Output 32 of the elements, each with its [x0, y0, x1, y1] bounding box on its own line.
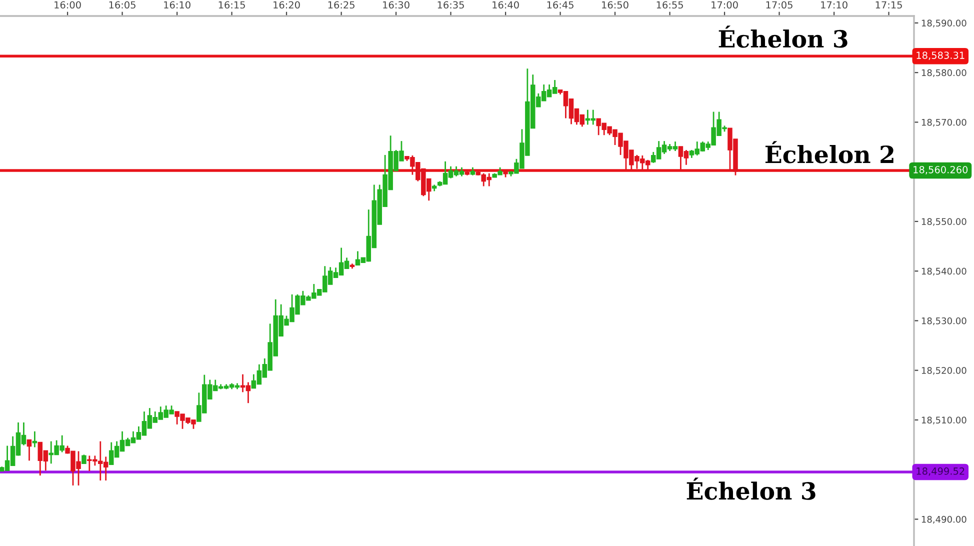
candlestick [26, 439, 32, 462]
x-tick-label: 16:15 [218, 1, 245, 9]
x-tick-label: 16:20 [274, 1, 300, 9]
x-tick-label: 16:30 [383, 1, 410, 9]
y-tick-label: 18,530.00 [922, 317, 966, 326]
x-tick-label: 16:40 [492, 1, 519, 9]
y-tick-label: 18,510.00 [922, 416, 966, 424]
ref-line-label: 18,560.260 [914, 166, 968, 174]
x-tick-label: 17:10 [821, 1, 848, 9]
x-tick-label: 16:00 [54, 1, 81, 9]
x-tick-label: 17:05 [766, 1, 792, 9]
annotation: Échelon 3 [718, 26, 848, 48]
x-tick-label: 17:00 [712, 1, 738, 9]
ref-line-label: 18,583.31 [916, 52, 964, 60]
x-tick-label: 16:45 [547, 1, 574, 9]
x-tick-label: 16:35 [438, 1, 464, 9]
ref-line-label: 18,499.52 [916, 467, 964, 476]
y-tick-label: 18,580.00 [922, 69, 966, 78]
y-tick-label: 18,550.00 [922, 218, 966, 226]
y-tick-label: 18,540.00 [922, 268, 966, 276]
x-tick-label: 16:05 [109, 1, 136, 9]
x-tick-label: 16:55 [656, 1, 683, 9]
x-tick-label: 16:50 [602, 1, 628, 9]
x-tick-label: 16:25 [328, 1, 354, 9]
y-tick-label: 18,490.00 [922, 516, 966, 524]
y-tick-label: 18,590.00 [922, 20, 966, 28]
annotation: Échelon 3 [686, 478, 816, 500]
y-tick-label: 18,570.00 [922, 118, 966, 127]
x-tick-label: 17:15 [876, 1, 902, 9]
annotation: Échelon 2 [765, 141, 894, 164]
x-tick-label: 16:10 [164, 1, 190, 9]
y-tick-label: 18,520.00 [922, 367, 966, 375]
